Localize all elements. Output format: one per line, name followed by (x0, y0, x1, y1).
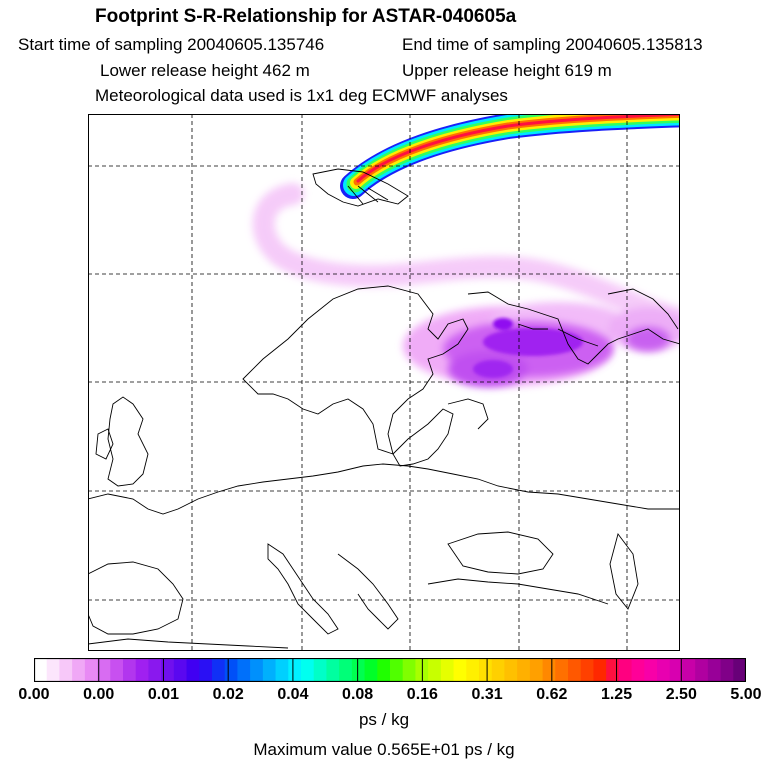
colorbar-cell (453, 658, 467, 682)
met-data-label: Meteorological data used is 1x1 deg ECMW… (95, 86, 508, 105)
colorbar-cell (479, 658, 493, 682)
footprint-map (88, 114, 680, 651)
plot-title: Footprint S-R-Relationship for ASTAR-040… (95, 6, 517, 27)
colorbar-cell (237, 658, 251, 682)
colorbar-cell (644, 658, 658, 682)
colorbar-cell (364, 658, 378, 682)
colorbar-cell (161, 658, 175, 682)
colorbar-cell (733, 658, 746, 682)
colorbar-cell (390, 658, 404, 682)
graticule (88, 114, 680, 651)
colorbar-cell (224, 658, 238, 682)
colorbar-cell (669, 658, 683, 682)
colorbar-cell (631, 658, 645, 682)
colorbar-tick-label: 0.62 (536, 686, 568, 703)
start-time-label: Start time of sampling 20040605.135746 (18, 35, 325, 54)
colorbar-cell (542, 658, 556, 682)
colorbar-cell (695, 658, 709, 682)
colorbar-tick-label: 0.01 (147, 686, 180, 703)
colorbar-tick-label: 2.50 (665, 686, 697, 703)
colorbar-cell (517, 658, 531, 682)
colorbar-cell (110, 658, 124, 682)
colorbar-tick-label: 0.00 (18, 686, 50, 703)
colorbar-cell (707, 658, 722, 682)
colorbar-cell (593, 658, 607, 682)
colorbar-cell (326, 658, 340, 682)
colorbar-cell (504, 658, 518, 682)
colorbar-tick-label: 0.04 (277, 686, 309, 703)
colorbar-cell (301, 658, 315, 682)
end-time-label: End time of sampling 20040605.135813 (402, 35, 703, 54)
colorbar-cell (555, 658, 569, 682)
colorbar-cell (262, 658, 277, 682)
colorbar-cell (313, 658, 327, 682)
colorbar-cell (199, 658, 213, 682)
colorbar-cell (59, 658, 73, 682)
colorbar-cell (606, 658, 620, 682)
colorbar-cell (568, 658, 582, 682)
colorbar-cell (288, 658, 302, 682)
colorbar-cell (275, 658, 289, 682)
colorbar-tick-label: 0.02 (212, 686, 244, 703)
lower-height-label: Lower release height 462 m (100, 61, 310, 80)
colorbar-cell (657, 658, 671, 682)
colorbar-cell (212, 658, 226, 682)
colorbar-cell (186, 658, 200, 682)
colorbar-cell (682, 658, 696, 682)
colorbar-cell (402, 658, 416, 682)
coastlines (88, 168, 680, 649)
plume-band (340, 114, 680, 199)
colorbar-tick-label: 5.00 (730, 686, 762, 703)
colorbar-tick-label: 0.16 (406, 686, 438, 703)
colorbar-cell (250, 658, 264, 682)
colorbar-cell (529, 658, 544, 682)
plume-high (473, 318, 583, 378)
colorbar-cell (466, 658, 480, 682)
colorbar-tick-label: 0.00 (83, 686, 115, 703)
colorbar-cell (173, 658, 188, 682)
colorbar-cell (84, 658, 99, 682)
colorbar-cell (46, 658, 60, 682)
colorbar-cell (377, 658, 391, 682)
colorbar-tick-label: 0.31 (471, 686, 503, 703)
colorbar-cell (72, 658, 86, 682)
colorbar-cell (351, 658, 366, 682)
upper-height-label: Upper release height 619 m (402, 61, 612, 80)
colorbar-cell (618, 658, 633, 682)
colorbar-cell (720, 658, 734, 682)
colorbar-cell (135, 658, 149, 682)
colorbar-cell (580, 658, 594, 682)
colorbar-cell (97, 658, 111, 682)
colorbar-cell (339, 658, 353, 682)
colorbar-tick-label: 1.25 (600, 686, 633, 703)
colorbar-unit: ps / kg (358, 710, 410, 729)
colorbar-cell (440, 658, 455, 682)
colorbar-cell (34, 658, 48, 682)
colorbar-cell (428, 658, 442, 682)
colorbar (34, 658, 746, 682)
colorbar-cell (491, 658, 505, 682)
colorbar-cell (123, 658, 137, 682)
colorbar-cell (148, 658, 162, 682)
max-value-label: Maximum value 0.565E+01 ps / kg (253, 740, 515, 759)
colorbar-tick-label: 0.08 (342, 686, 374, 703)
